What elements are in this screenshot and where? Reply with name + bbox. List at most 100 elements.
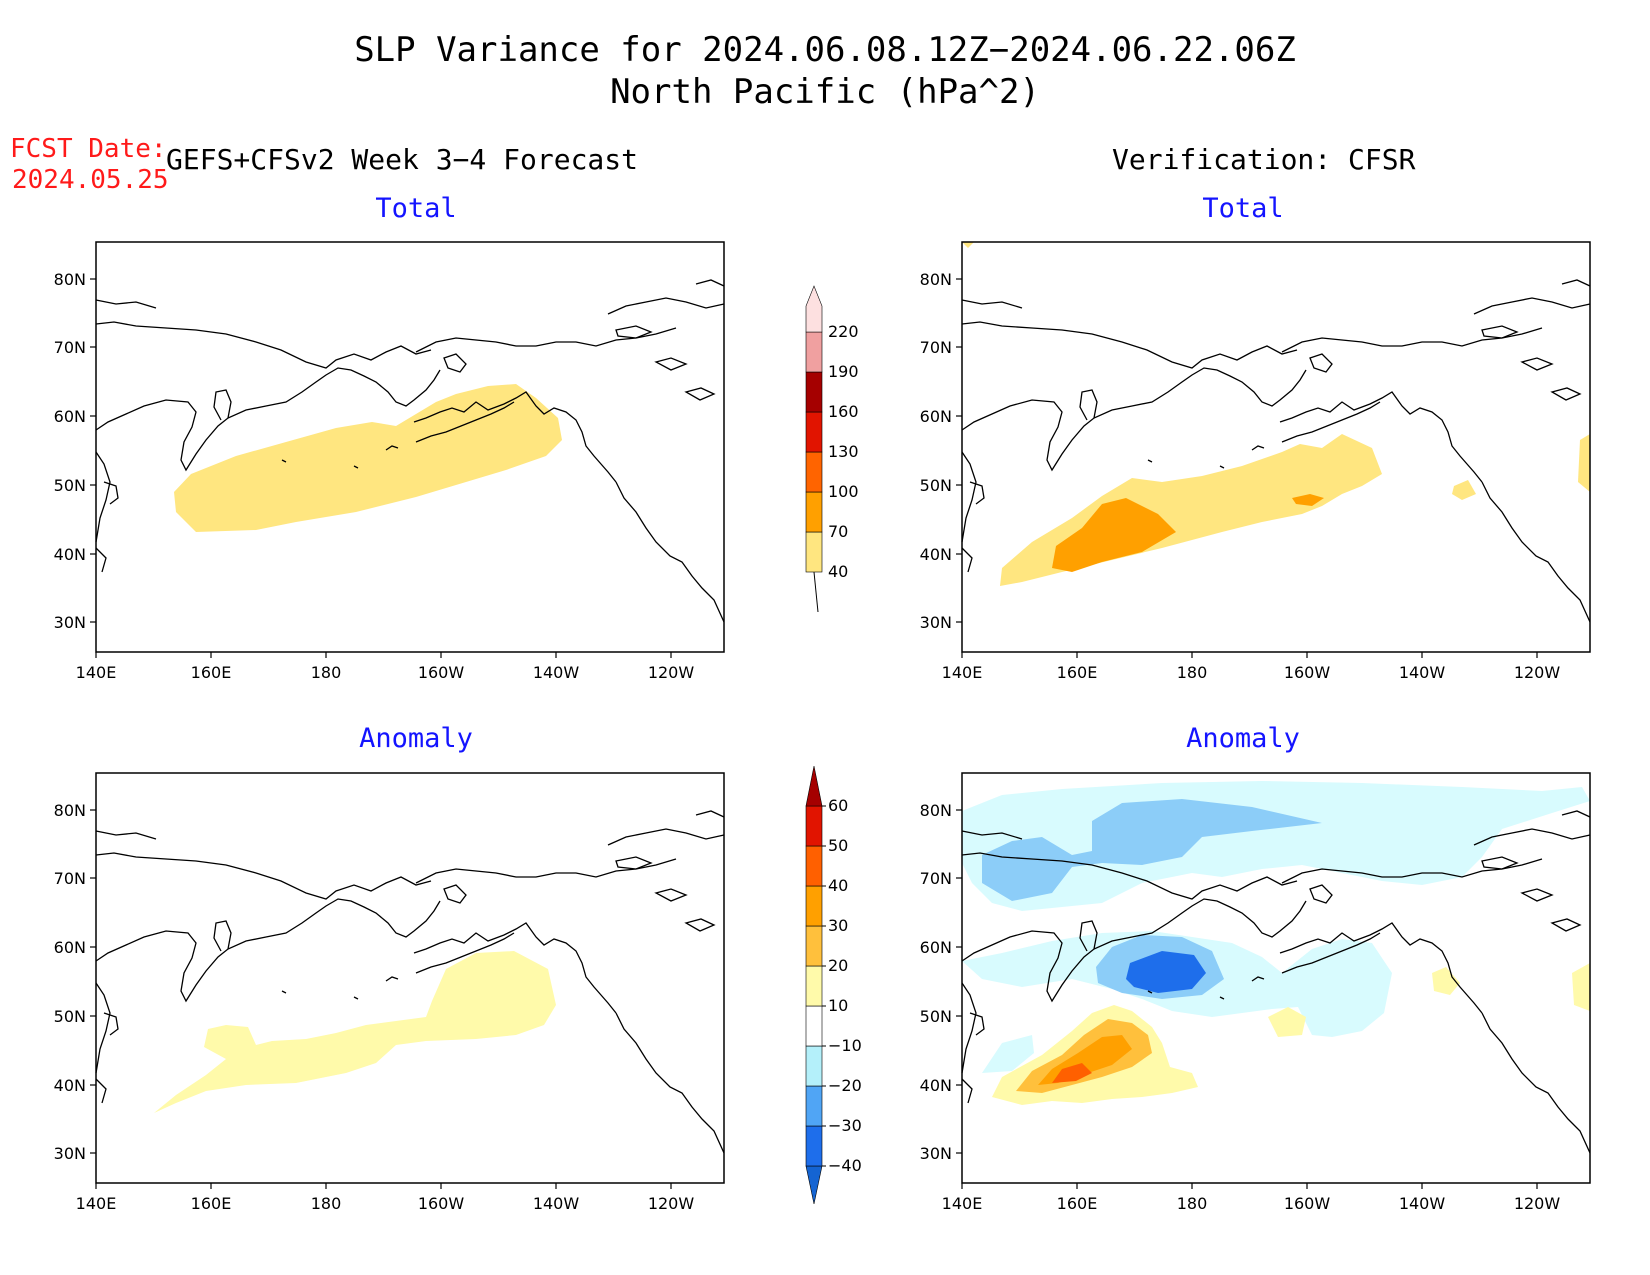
colorbar-arrow-top xyxy=(805,765,823,807)
colorbar-swatch xyxy=(805,371,823,413)
colorbar-total: 40 70 100 130 160 190 220 xyxy=(805,285,859,613)
lon-label: 160E xyxy=(191,663,232,682)
lat-label: 80N xyxy=(920,801,952,820)
colorbar-swatch xyxy=(805,331,823,373)
colorbar-swatch xyxy=(805,965,823,1007)
lat-label: 40N xyxy=(54,545,86,564)
verification-anomaly-pos10-b xyxy=(1268,1007,1306,1037)
forecast-total-title: Total xyxy=(375,193,457,224)
verification-total-contour-40d xyxy=(962,242,974,248)
colorbar-label: −10 xyxy=(828,1036,862,1055)
lon-label: 120W xyxy=(1514,663,1561,682)
colorbar-label: 190 xyxy=(828,362,859,381)
lon-label: 140E xyxy=(942,1194,983,1213)
lon-label: 140W xyxy=(533,663,580,682)
lat-label: 70N xyxy=(920,869,952,888)
colorbar-label: −30 xyxy=(828,1116,862,1135)
colorbar-arrow-bottom xyxy=(805,1165,823,1205)
colorbar-label: 40 xyxy=(828,876,848,895)
colorbar-label: 160 xyxy=(828,402,859,421)
verification-anomaly-neg10-west xyxy=(982,1035,1034,1073)
lat-label: 60N xyxy=(920,407,952,426)
lon-label: 120W xyxy=(648,1194,695,1213)
lat-label: 60N xyxy=(54,938,86,957)
forecast-column-title: GEFS+CFSv2 Week 3−4 Forecast xyxy=(166,143,639,176)
colorbar-swatch xyxy=(805,285,823,333)
colorbar-label: −20 xyxy=(828,1076,862,1095)
lat-label: 80N xyxy=(54,801,86,820)
lon-label: 160W xyxy=(418,663,465,682)
lon-label: 160E xyxy=(191,1194,232,1213)
colorbar-label: −40 xyxy=(828,1156,862,1175)
forecast-anomaly-title: Anomaly xyxy=(359,723,473,754)
verification-anomaly-pos40 xyxy=(1052,1063,1092,1083)
lon-label: 160E xyxy=(1057,663,1098,682)
lat-label: 30N xyxy=(920,1144,952,1163)
verification-anomaly-pos10-c xyxy=(1432,967,1460,995)
lat-label: 60N xyxy=(920,938,952,957)
colorbar-label: 30 xyxy=(828,916,848,935)
colorbar-tail-bottom xyxy=(813,571,819,613)
colorbar-swatch xyxy=(805,1005,823,1047)
lat-label: 50N xyxy=(54,1007,86,1026)
lon-label: 140W xyxy=(1399,663,1446,682)
forecast-total-map xyxy=(95,241,725,653)
colorbar-swatch xyxy=(805,531,823,573)
verification-anomaly-title: Anomaly xyxy=(1186,723,1300,754)
main-subtitle: North Pacific (hPa^2) xyxy=(610,72,1040,112)
lat-label: 30N xyxy=(54,613,86,632)
colorbar-swatch xyxy=(805,845,823,887)
lat-label: 40N xyxy=(54,1076,86,1095)
colorbar-anomaly: −40 −30 −20 −10 10 20 30 40 50 60 xyxy=(805,765,862,1205)
lon-label: 160E xyxy=(1057,1194,1098,1213)
lat-label: 50N xyxy=(54,476,86,495)
lon-label: 180 xyxy=(1177,1194,1208,1213)
verification-anomaly-map xyxy=(961,772,1591,1184)
colorbar-label: 40 xyxy=(828,562,848,581)
verification-total-contour-70 xyxy=(1052,498,1176,572)
lat-label: 70N xyxy=(920,338,952,357)
colorbar-label: 10 xyxy=(828,996,848,1015)
lat-label: 50N xyxy=(920,1007,952,1026)
colorbar-label: 130 xyxy=(828,442,859,461)
lon-label: 140E xyxy=(76,1194,117,1213)
lon-label: 160W xyxy=(418,1194,465,1213)
lat-label: 30N xyxy=(920,613,952,632)
lat-label: 80N xyxy=(920,270,952,289)
lat-label: 80N xyxy=(54,270,86,289)
verification-total-title: Total xyxy=(1202,193,1284,224)
colorbar-swatch xyxy=(805,1085,823,1127)
lat-label: 30N xyxy=(54,1144,86,1163)
lon-label: 160W xyxy=(1284,1194,1331,1213)
lat-label: 60N xyxy=(54,407,86,426)
forecast-anomaly-contour-10 xyxy=(154,951,556,1113)
colorbar-swatch xyxy=(805,805,823,847)
colorbar-swatch xyxy=(805,925,823,967)
verification-total-contour-40b xyxy=(1452,480,1476,500)
fcst-date-value: 2024.05.25 xyxy=(12,165,169,195)
verification-total-contour-40c xyxy=(1578,434,1590,492)
lat-label: 70N xyxy=(54,338,86,357)
lon-label: 120W xyxy=(648,663,695,682)
lat-label: 50N xyxy=(920,476,952,495)
colorbar-label: 70 xyxy=(828,522,848,541)
colorbar-label: 100 xyxy=(828,482,859,501)
fcst-date-label: FCST Date: xyxy=(10,134,167,164)
lon-label: 140E xyxy=(942,663,983,682)
lon-label: 140E xyxy=(76,663,117,682)
colorbar-swatch xyxy=(805,885,823,927)
verification-anomaly-pos10-d xyxy=(1572,963,1590,1011)
main-title: SLP Variance for 2024.06.08.12Z−2024.06.… xyxy=(354,30,1296,70)
forecast-total-contour-40 xyxy=(174,384,562,532)
lat-label: 40N xyxy=(920,545,952,564)
verification-anomaly-neg30 xyxy=(1126,951,1206,993)
lon-label: 180 xyxy=(311,1194,342,1213)
lat-label: 70N xyxy=(54,869,86,888)
lon-label: 140W xyxy=(533,1194,580,1213)
colorbar-swatch xyxy=(805,451,823,493)
verification-total-map xyxy=(961,241,1591,653)
colorbar-swatch xyxy=(805,1045,823,1087)
verification-total-contour-70b xyxy=(1292,494,1324,506)
colorbar-label: 220 xyxy=(828,322,859,341)
